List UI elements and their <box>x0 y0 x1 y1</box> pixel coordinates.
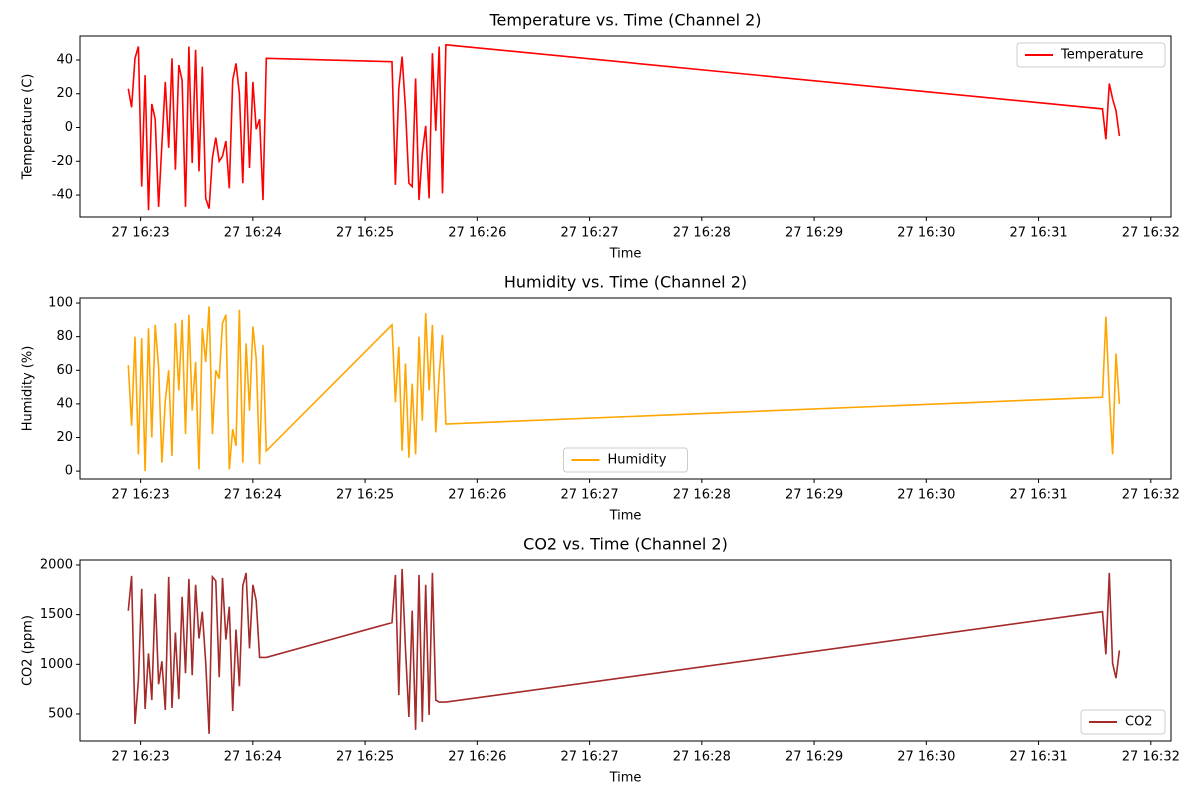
x-tick-label: 27 16:32 <box>1122 488 1180 503</box>
axes-frame <box>79 297 1172 480</box>
legend-box <box>1016 42 1166 68</box>
x-axis-label: Time <box>609 509 642 524</box>
x-tick-label: 27 16:23 <box>112 750 170 765</box>
x-tick-label: 27 16:26 <box>448 488 506 503</box>
x-tick-label: 27 16:24 <box>224 488 282 503</box>
x-tick-label: 27 16:23 <box>112 488 170 503</box>
x-axis-label: Time <box>609 247 642 262</box>
x-tick-label: 27 16:24 <box>224 750 282 765</box>
x-tick-label: 27 16:32 <box>1122 750 1180 765</box>
x-axis-label: Time <box>609 771 642 786</box>
y-tick-label: 40 <box>56 396 73 411</box>
axes-frame <box>79 35 1172 218</box>
x-tick-label: 27 16:29 <box>785 226 843 241</box>
data-line <box>127 306 1121 472</box>
x-tick-label: 27 16:31 <box>1009 488 1067 503</box>
y-tick-label: 1000 <box>40 657 73 672</box>
x-tick-label: 27 16:26 <box>448 750 506 765</box>
x-tick-label: 27 16:26 <box>448 226 506 241</box>
y-axis-label: Temperature (C) <box>21 74 36 181</box>
x-tick-label: 27 16:27 <box>561 226 619 241</box>
y-tick-label: 1500 <box>40 607 73 622</box>
x-tick-label: 27 16:27 <box>561 488 619 503</box>
y-axis-label: Humidity (%) <box>21 346 36 432</box>
legend-label: CO2 <box>1125 715 1153 730</box>
x-tick-label: 27 16:27 <box>561 750 619 765</box>
x-tick-label: 27 16:32 <box>1122 226 1180 241</box>
data-line <box>127 568 1121 734</box>
legend-label: Humidity <box>608 453 667 468</box>
y-tick-label: 40 <box>56 52 73 67</box>
y-tick-label: 20 <box>56 430 73 445</box>
x-tick-label: 27 16:28 <box>673 750 731 765</box>
x-tick-label: 27 16:31 <box>1009 750 1067 765</box>
chart-title: Temperature vs. Time (Channel 2) <box>488 11 761 30</box>
legend-label: Temperature <box>1060 48 1143 63</box>
x-tick-label: 27 16:30 <box>897 750 955 765</box>
y-axis-label: CO2 (ppm) <box>21 615 36 686</box>
x-tick-label: 27 16:25 <box>336 226 394 241</box>
y-tick-label: 500 <box>48 706 73 721</box>
x-tick-label: 27 16:28 <box>673 488 731 503</box>
x-tick-label: 27 16:25 <box>336 750 394 765</box>
legend-box <box>563 447 688 473</box>
y-tick-label: -40 <box>52 188 73 203</box>
y-tick-label: 60 <box>56 363 73 378</box>
x-tick-label: 27 16:31 <box>1009 226 1067 241</box>
x-tick-label: 27 16:24 <box>224 226 282 241</box>
x-tick-label: 27 16:23 <box>112 226 170 241</box>
x-tick-label: 27 16:30 <box>897 488 955 503</box>
chart-title: Humidity vs. Time (Channel 2) <box>504 273 747 292</box>
y-tick-label: 100 <box>48 296 73 311</box>
y-tick-label: 2000 <box>40 557 73 572</box>
x-tick-label: 27 16:29 <box>785 488 843 503</box>
chart-title: CO2 vs. Time (Channel 2) <box>523 535 728 554</box>
y-tick-label: -20 <box>52 154 73 169</box>
data-line <box>127 43 1121 211</box>
y-tick-label: 80 <box>56 329 73 344</box>
x-tick-label: 27 16:28 <box>673 226 731 241</box>
legend-box <box>1080 709 1166 735</box>
x-tick-label: 27 16:30 <box>897 226 955 241</box>
y-tick-label: 0 <box>65 120 73 135</box>
x-tick-label: 27 16:29 <box>785 750 843 765</box>
axes-frame <box>79 559 1172 742</box>
y-tick-label: 0 <box>65 464 73 479</box>
y-tick-label: 20 <box>56 86 73 101</box>
x-tick-label: 27 16:25 <box>336 488 394 503</box>
